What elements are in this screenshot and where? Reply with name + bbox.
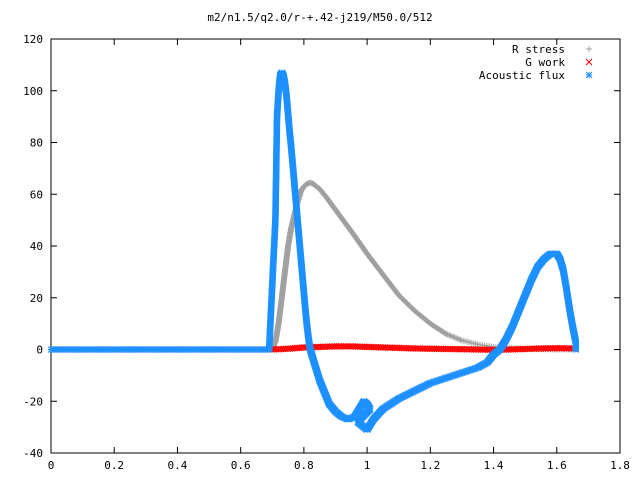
y-tick-label: 100 xyxy=(23,85,43,98)
x-tick-label: 0.2 xyxy=(104,459,124,472)
data-point xyxy=(454,335,461,342)
x-tick-label: 1 xyxy=(364,459,371,472)
x-tick-label: 1.4 xyxy=(484,459,504,472)
x-tick-label: 1.6 xyxy=(547,459,567,472)
x-axis: 0 0.2 0.4 0.6 0.8 1 1.2 1.4 1.6 1.8 xyxy=(48,39,630,472)
data-point xyxy=(451,334,458,341)
data-point xyxy=(572,346,580,353)
data-point xyxy=(443,330,450,337)
x-tick-label: 0.6 xyxy=(231,459,251,472)
data-point xyxy=(444,331,451,338)
x-tick-label: 1.2 xyxy=(420,459,440,472)
x-tick-label: 0.4 xyxy=(168,459,188,472)
data-point xyxy=(446,332,453,339)
data-point xyxy=(456,336,463,343)
x-tick-label: 0 xyxy=(48,459,55,472)
y-axis: -40 -20 0 20 40 60 80 100 120 xyxy=(23,33,620,460)
data-point xyxy=(447,332,454,339)
x-tick-label: 0.8 xyxy=(294,459,314,472)
y-tick-label: 20 xyxy=(30,292,43,305)
data-point xyxy=(448,333,455,340)
y-tick-label: 60 xyxy=(30,188,43,201)
legend-label: Acoustic flux xyxy=(479,69,565,82)
y-tick-label: -40 xyxy=(23,447,43,460)
x-tick-label: 1.8 xyxy=(610,459,630,472)
y-tick-label: 0 xyxy=(36,344,43,357)
y-tick-label: 40 xyxy=(30,240,43,253)
y-tick-label: 80 xyxy=(30,137,43,150)
data-point xyxy=(457,336,464,343)
chart-title: m2/n1.5/q2.0/r-+.42-j219/M50.0/512 xyxy=(207,11,432,24)
series-layer xyxy=(47,69,580,434)
legend-label: R stress xyxy=(512,43,565,56)
data-point xyxy=(453,335,460,342)
data-point xyxy=(442,330,449,337)
legend-label: G work xyxy=(525,56,565,69)
series-acoustic-flux xyxy=(47,69,580,434)
data-point xyxy=(450,333,457,340)
y-tick-label: -20 xyxy=(23,395,43,408)
y-tick-label: 120 xyxy=(23,33,43,46)
legend-marker xyxy=(585,71,593,79)
